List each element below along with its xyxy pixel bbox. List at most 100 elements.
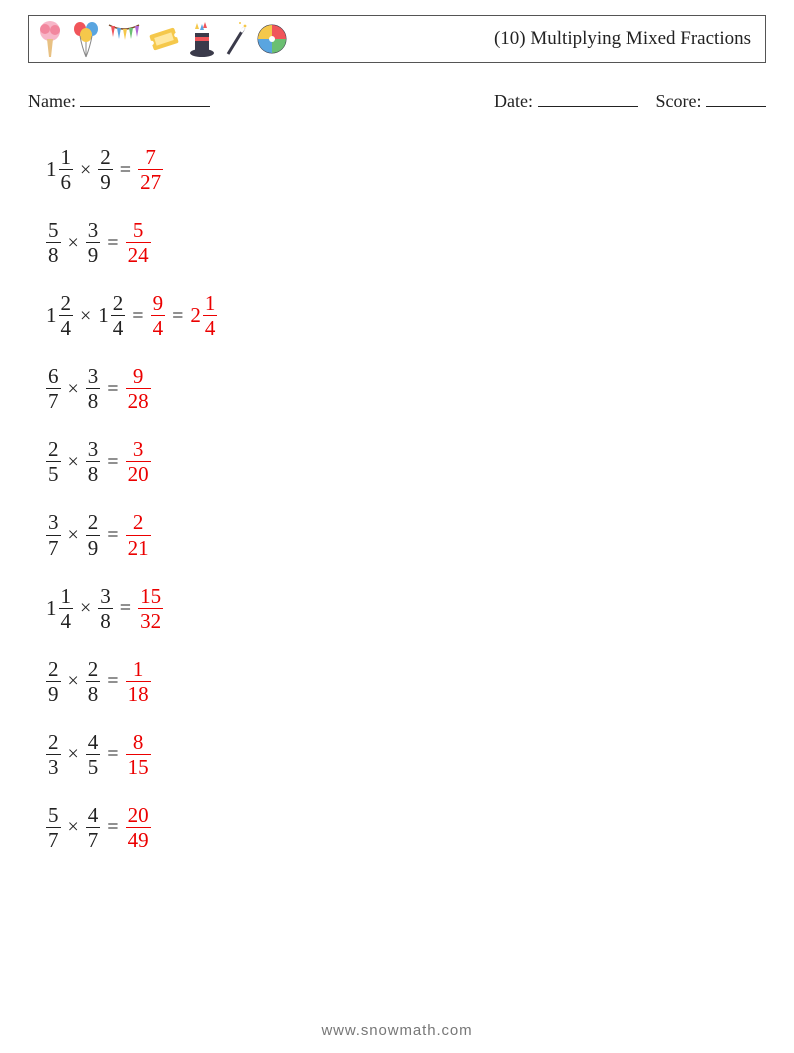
date-label-text: Date: — [494, 91, 533, 111]
problems-list: 116×29=72758×39=524124×124=94=21467×38=9… — [28, 146, 766, 851]
fraction-denominator: 20 — [126, 463, 151, 485]
equals-sign: = — [120, 598, 131, 618]
equals-sign: = — [107, 817, 118, 837]
fraction-numerator: 2 — [46, 731, 61, 753]
worksheet-title: (10) Multiplying Mixed Fractions — [494, 28, 751, 50]
fraction-denominator: 8 — [46, 244, 61, 266]
fraction: 1532 — [138, 585, 163, 632]
fraction-denominator: 3 — [46, 756, 61, 778]
fraction-stack: 38 — [98, 585, 113, 632]
fraction: 25 — [46, 438, 61, 485]
fraction-denominator: 9 — [98, 171, 113, 193]
fraction: 124 — [46, 292, 73, 339]
date-label: Date: — [494, 89, 637, 112]
fraction-denominator: 9 — [46, 683, 61, 705]
fraction: 38 — [98, 585, 113, 632]
score-line — [706, 89, 766, 107]
fraction-denominator: 21 — [126, 537, 151, 559]
fraction: 23 — [46, 731, 61, 778]
times-operator: × — [68, 817, 79, 837]
fraction-whole: 2 — [190, 305, 201, 326]
fraction: 2049 — [126, 804, 151, 851]
times-operator: × — [68, 671, 79, 691]
equals-sign: = — [107, 671, 118, 691]
fraction-stack: 38 — [86, 365, 101, 412]
fraction-numerator: 5 — [131, 219, 146, 241]
fraction: 29 — [86, 511, 101, 558]
fraction-denominator: 49 — [126, 829, 151, 851]
fraction: 29 — [98, 146, 113, 193]
fraction-stack: 727 — [138, 146, 163, 193]
fraction-stack: 57 — [46, 804, 61, 851]
fraction: 524 — [126, 219, 151, 266]
info-row: Name: Date: Score: — [28, 89, 766, 112]
times-operator: × — [68, 379, 79, 399]
equals-sign: = — [107, 744, 118, 764]
fraction: 815 — [126, 731, 151, 778]
fraction-numerator: 3 — [98, 585, 113, 607]
fraction-denominator: 8 — [86, 683, 101, 705]
info-spacer — [210, 89, 494, 112]
fraction: 320 — [126, 438, 151, 485]
fraction: 29 — [46, 658, 61, 705]
times-operator: × — [68, 233, 79, 253]
fraction-stack: 524 — [126, 219, 151, 266]
fraction-denominator: 7 — [46, 537, 61, 559]
fraction-denominator: 4 — [59, 317, 74, 339]
fraction-numerator: 15 — [138, 585, 163, 607]
header-icons — [35, 19, 289, 59]
fraction-stack: 67 — [46, 365, 61, 412]
fraction: 94 — [151, 292, 166, 339]
fraction-numerator: 20 — [126, 804, 151, 826]
equals-sign: = — [132, 306, 143, 326]
fraction-stack: 24 — [111, 292, 126, 339]
fraction-numerator: 2 — [46, 658, 61, 680]
times-operator: × — [68, 525, 79, 545]
fraction-numerator: 1 — [59, 146, 74, 168]
fraction: 47 — [86, 804, 101, 851]
fraction-numerator: 3 — [46, 511, 61, 533]
fraction-stack: 24 — [59, 292, 74, 339]
fraction-numerator: 2 — [86, 658, 101, 680]
fraction-numerator: 1 — [59, 585, 74, 607]
fraction-numerator: 1 — [131, 658, 146, 680]
fraction-whole: 1 — [98, 305, 109, 326]
fraction-stack: 815 — [126, 731, 151, 778]
fraction-stack: 1532 — [138, 585, 163, 632]
fraction: 39 — [86, 219, 101, 266]
fraction-stack: 39 — [86, 219, 101, 266]
problem-row: 25×38=320 — [46, 438, 766, 485]
fraction-denominator: 6 — [59, 171, 74, 193]
fraction-denominator: 7 — [86, 829, 101, 851]
fraction-denominator: 8 — [86, 463, 101, 485]
times-operator: × — [68, 744, 79, 764]
fraction: 37 — [46, 511, 61, 558]
fraction: 124 — [98, 292, 125, 339]
fraction-stack: 25 — [46, 438, 61, 485]
problem-row: 58×39=524 — [46, 219, 766, 266]
fraction-denominator: 18 — [126, 683, 151, 705]
fraction-stack: 37 — [46, 511, 61, 558]
fraction-stack: 38 — [86, 438, 101, 485]
times-operator: × — [80, 306, 91, 326]
fraction-denominator: 15 — [126, 756, 151, 778]
fraction-denominator: 9 — [86, 244, 101, 266]
fraction-whole: 1 — [46, 159, 57, 180]
score-label: Score: — [656, 89, 766, 112]
problem-row: 57×47=2049 — [46, 804, 766, 851]
fraction: 214 — [190, 292, 217, 339]
problem-row: 116×29=727 — [46, 146, 766, 193]
fraction-numerator: 2 — [46, 438, 61, 460]
times-operator: × — [68, 452, 79, 472]
fraction-stack: 928 — [126, 365, 151, 412]
fraction-stack: 320 — [126, 438, 151, 485]
fraction-numerator: 2 — [59, 292, 74, 314]
fraction-numerator: 2 — [98, 146, 113, 168]
fraction-numerator: 4 — [86, 804, 101, 826]
fraction-denominator: 28 — [126, 390, 151, 412]
fraction-denominator: 4 — [203, 317, 218, 339]
fraction: 28 — [86, 658, 101, 705]
fraction-denominator: 4 — [111, 317, 126, 339]
fraction-numerator: 2 — [111, 292, 126, 314]
footer-url: www.snowmath.com — [0, 1022, 794, 1039]
